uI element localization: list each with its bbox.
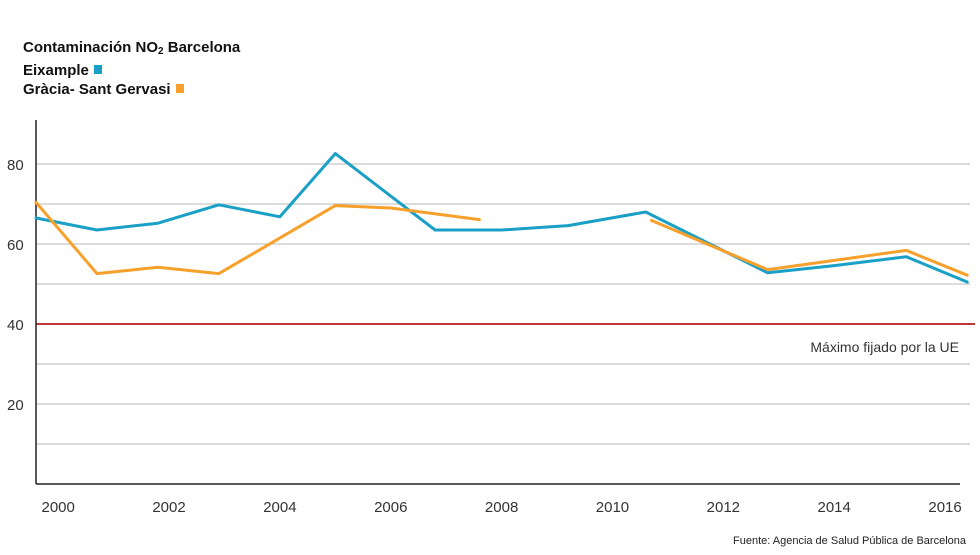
series-line-gr-cia-sant-gervasi-1 [649, 218, 969, 277]
x-tick-label-2014: 2014 [818, 499, 851, 516]
axes [35, 120, 960, 485]
tick-labels: 20 40 60 80 2000 2002 2004 2006 2008 2010 2012 2014… [7, 157, 962, 516]
legend-swatch-gracia [175, 84, 184, 93]
x-tick-label-2002: 2002 [152, 499, 185, 516]
y-tick-label-60: 60 [7, 237, 24, 254]
y-tick-label-80: 80 [7, 157, 24, 174]
x-tick-label-2010: 2010 [596, 499, 629, 516]
legend-label-eixample: Eixample [23, 62, 89, 79]
legend-swatch-eixample [93, 65, 102, 74]
chart-title-prefix: Contaminación NO [23, 39, 159, 56]
x-tick-label-2016: 2016 [928, 499, 961, 516]
chart-title-suffix: Barcelona [163, 39, 241, 56]
y-tick-label-20: 20 [7, 397, 24, 414]
series-line-gr-cia-sant-gervasi-0 [34, 200, 481, 276]
y-tick-label-40: 40 [7, 317, 24, 334]
x-tick-label-2000: 2000 [41, 499, 74, 516]
source-note: Fuente: Agencia de Salud Pública de Barc… [733, 535, 966, 547]
x-tick-label-2008: 2008 [485, 499, 518, 516]
reference-line-group: Máximo fijado por la UE [36, 323, 975, 355]
legend-entry-eixample: Eixample [23, 61, 240, 80]
x-tick-label-2004: 2004 [263, 499, 296, 516]
legend-label-gracia: Gràcia- Sant Gervasi [23, 81, 171, 98]
reference-line-label: Máximo fijado por la UE [810, 339, 959, 355]
gridlines [36, 163, 970, 445]
chart-title-block: Contaminación NO2 Barcelona Eixample Grà… [23, 38, 240, 99]
x-tick-label-2012: 2012 [707, 499, 740, 516]
series-lines [34, 152, 969, 284]
chart-title: Contaminación NO2 Barcelona [23, 38, 240, 61]
legend-entry-gracia: Gràcia- Sant Gervasi [23, 80, 240, 99]
chart-title-subscript: 2 [158, 46, 164, 57]
x-tick-label-2006: 2006 [374, 499, 407, 516]
series-line-eixample-0 [34, 152, 969, 284]
